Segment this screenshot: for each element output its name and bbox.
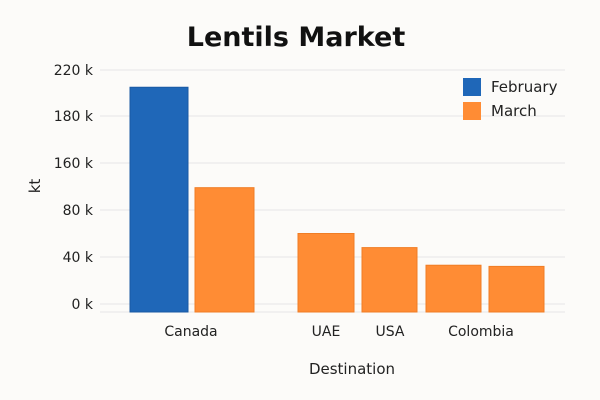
legend-swatch-march [463, 102, 481, 120]
bar-colombia-march [488, 265, 545, 313]
bar-unlabeled-march [425, 264, 482, 313]
x-tick-label: USA [376, 324, 405, 340]
bar-usa-march [361, 247, 418, 313]
legend: February March [463, 78, 558, 120]
y-tick-label: 0 k [72, 297, 94, 313]
x-axis-ticks: Canada UAE USA Colombia [164, 324, 514, 340]
x-tick-label: UAE [312, 324, 341, 340]
x-axis-label: Destination [309, 360, 395, 378]
legend-label-february: February [491, 78, 558, 96]
legend-label-march: March [491, 102, 537, 120]
y-tick-label: 220 k [54, 63, 94, 79]
y-tick-label: 40 k [63, 250, 94, 266]
y-axis-label: kt [26, 179, 44, 194]
bars [129, 86, 545, 313]
y-tick-label: 80 k [63, 203, 94, 219]
x-tick-label: Colombia [448, 324, 514, 340]
bar-uae-march [297, 233, 355, 313]
x-tick-label: Canada [164, 324, 217, 340]
bar-canada-february [129, 86, 189, 313]
y-tick-label: 160 k [54, 156, 94, 172]
y-tick-label: 180 k [54, 109, 94, 125]
chart-title: Lentils Market [187, 22, 406, 53]
y-axis-ticks: 0 k 40 k 80 k 160 k 180 k 220 k [54, 63, 94, 313]
bar-canada-march [194, 187, 255, 313]
legend-swatch-february [463, 78, 481, 96]
